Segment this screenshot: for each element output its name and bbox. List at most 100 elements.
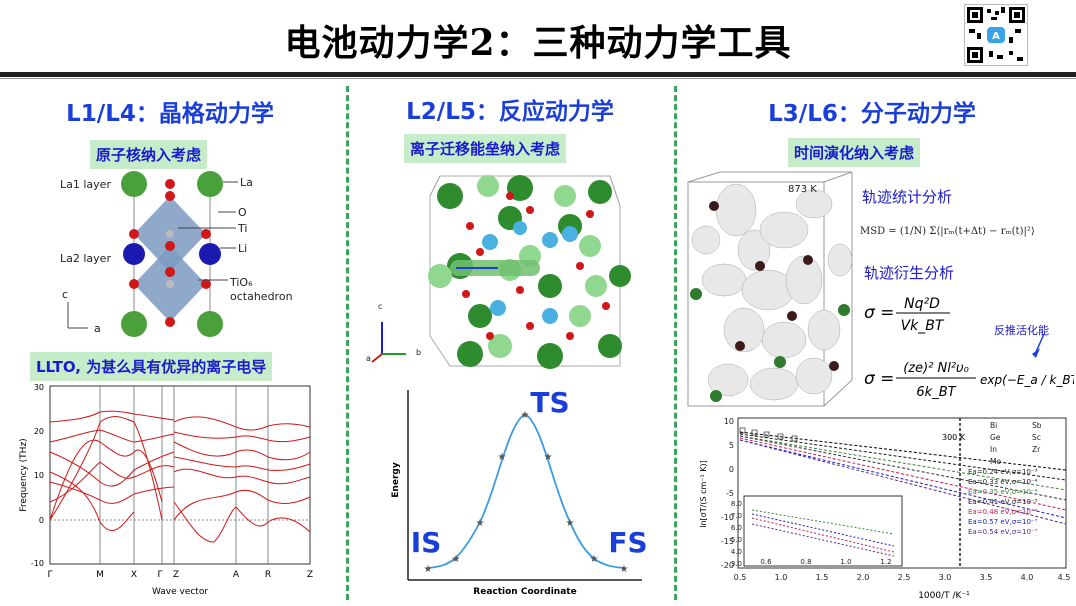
- arr-ytick-neg5: -5: [726, 489, 734, 498]
- inverse-activation-label: 反推活化能: [994, 324, 1049, 337]
- la1-layer-label: La1 layer: [60, 178, 111, 191]
- ea-label-4: Ea=0.41 eV,σ=10⁻⁵: [968, 498, 1038, 506]
- arr-xtick-05: 0.5: [734, 573, 747, 582]
- svg-text:★: ★: [476, 518, 485, 529]
- arr-ytick-10: 10: [724, 417, 734, 426]
- arr-ytick-0: 0: [729, 465, 734, 474]
- a-axis-label: a: [94, 322, 101, 335]
- phonon-xtick-gamma: Γ: [47, 570, 52, 580]
- inset-ytick-8: 8.0: [731, 500, 742, 508]
- col1-tag: 原子核纳入考虑: [90, 140, 208, 169]
- inset-ytick-4: 4.0: [731, 548, 742, 556]
- o-label: O: [238, 206, 247, 219]
- arr-xtick-40: 4.0: [1021, 573, 1034, 582]
- arr-xtick-30: 3.0: [939, 573, 952, 582]
- svg-text:★: ★: [498, 452, 507, 463]
- svg-text:★: ★: [424, 564, 433, 575]
- svg-text:★: ★: [521, 410, 530, 421]
- li-label: Li: [238, 242, 248, 255]
- arr-300k: 300 K: [942, 433, 966, 442]
- inset-ytick-5: 5.0: [731, 536, 742, 544]
- inset-xtick-08: 0.8: [800, 558, 811, 566]
- arr-xtick-20: 2.0: [857, 573, 870, 582]
- temperature-label: 873 K: [788, 184, 817, 195]
- la2-layer-label: La2 layer: [60, 252, 111, 265]
- ea-label-3: Ea=0.35 eV,σ=10⁻⁴: [968, 488, 1038, 496]
- energy-xlabel: Reaction Coordinate: [473, 587, 576, 597]
- arr-xtick-10: 1.0: [775, 573, 788, 582]
- inset-xtick-10: 1.0: [840, 558, 851, 566]
- arr-xtick-15: 1.5: [816, 573, 829, 582]
- col3-heading: L3/L6：分子动力学: [768, 101, 976, 127]
- reaction-structure: [370, 166, 640, 376]
- fs-label: FS: [608, 526, 647, 559]
- ea-label-7: Ea=0.54 eV,σ=10⁻⁷: [968, 528, 1038, 536]
- phonon-xtick-x: X: [131, 570, 137, 580]
- svg-text:★: ★: [620, 564, 629, 575]
- phonon-xtick-gamma2: Γ: [157, 570, 162, 580]
- phonon-dispersion-plot: 30 20 10 0 -10 Γ M X Γ Z A R Z Wave vect…: [14, 382, 320, 602]
- ea-label-6: Ea=0.57 eV,σ=10⁻⁷: [968, 518, 1038, 526]
- sigma2-den: 6k_BT: [916, 385, 956, 400]
- sigma2-exp: exp(−E_a / k_BT): [980, 373, 1074, 387]
- arr-ylabel: ln[σT/(S cm⁻¹ K)]: [699, 460, 708, 527]
- ts-label: TS: [530, 386, 569, 419]
- phonon-xtick-z: Z: [173, 570, 179, 580]
- arr-xtick-25: 2.5: [898, 573, 911, 582]
- c-axis-label: c: [62, 288, 69, 301]
- col1-tag2: LLTO, 为甚么具有优异的离子电导: [30, 352, 273, 381]
- axis-b-label: b: [416, 348, 422, 357]
- svg-text:★: ★: [544, 452, 553, 463]
- col2-tag: 离子迁移能垒纳入考虑: [404, 134, 567, 163]
- phonon-ytick-0: 0: [39, 516, 44, 525]
- track-stat-label: 轨迹统计分析: [862, 188, 953, 206]
- phonon-xtick-a: A: [233, 570, 240, 580]
- arr-ytick-neg10: -10: [721, 513, 734, 522]
- title-rule-thin: [0, 78, 1076, 79]
- phonon-xlabel: Wave vector: [152, 587, 208, 597]
- slide-title: 电池动力学2：三种动力学工具: [284, 22, 792, 64]
- track-deriv-label: 轨迹衍生分析: [864, 264, 955, 282]
- msd-formula: MSD = (1/N) Σ⟨|rₘ(t+Δt) − rₘ(t)|²⟩: [860, 226, 1035, 237]
- la-label: La: [240, 176, 253, 189]
- inset-ytick-7: 7.0: [731, 512, 742, 520]
- col2-heading: L2/L5：反应动力学: [406, 99, 614, 125]
- arr-ytick-neg20: -20: [721, 561, 734, 570]
- phonon-xtick-z2: Z: [307, 570, 313, 580]
- phonon-ytick-20: 20: [34, 427, 44, 436]
- phonon-ytick-10: 10: [34, 471, 44, 480]
- phonon-xtick-m: M: [96, 570, 104, 580]
- legend-ge: Ge: [990, 433, 1001, 442]
- energy-ylabel: Energy: [391, 462, 401, 498]
- arr-xlabel: 1000/T /K⁻¹: [918, 591, 970, 601]
- legend-in: In: [990, 445, 997, 454]
- col3-tag: 时间演化纳入考虑: [788, 138, 921, 167]
- svg-text:★: ★: [590, 554, 599, 565]
- ea-label-2: Ea=0.33 eV,σ=10⁻⁴: [968, 478, 1038, 486]
- inset-ytick-6: 6.0: [731, 524, 742, 532]
- arr-xtick-45: 4.5: [1058, 573, 1071, 582]
- col1-heading: L1/L4：晶格动力学: [66, 101, 274, 127]
- sigma1-den: Vk_BT: [901, 318, 945, 334]
- ti-label: Ti: [238, 222, 248, 235]
- axis-a-label: a: [366, 354, 371, 363]
- sigma1-num: Nq²D: [904, 296, 940, 312]
- phonon-ylabel: Frequency (THz): [19, 438, 29, 511]
- legend-bi: Bi: [990, 421, 997, 430]
- is-label: IS: [411, 526, 442, 559]
- octahedron-label: octahedron: [230, 290, 293, 303]
- inset-xtick-06: 0.6: [760, 558, 772, 566]
- phonon-xtick-r: R: [265, 570, 271, 580]
- title-rule: [0, 72, 1076, 77]
- arr-ytick-5: 5: [729, 441, 734, 450]
- qr-code: A: [964, 4, 1028, 66]
- svg-text:A: A: [992, 31, 1000, 42]
- column-divider-2: [674, 86, 677, 600]
- inset-xtick-12: 1.2: [880, 558, 891, 566]
- legend-zr: Zr: [1032, 445, 1041, 454]
- sigma2-lhs: σ =: [864, 369, 894, 389]
- ea-label-1: Ea=0.24 eV,σ=10⁻³: [968, 468, 1038, 476]
- legend-sc: Sc: [1032, 433, 1041, 442]
- sigma1-lhs: σ =: [864, 303, 894, 323]
- svg-text:★: ★: [452, 554, 461, 565]
